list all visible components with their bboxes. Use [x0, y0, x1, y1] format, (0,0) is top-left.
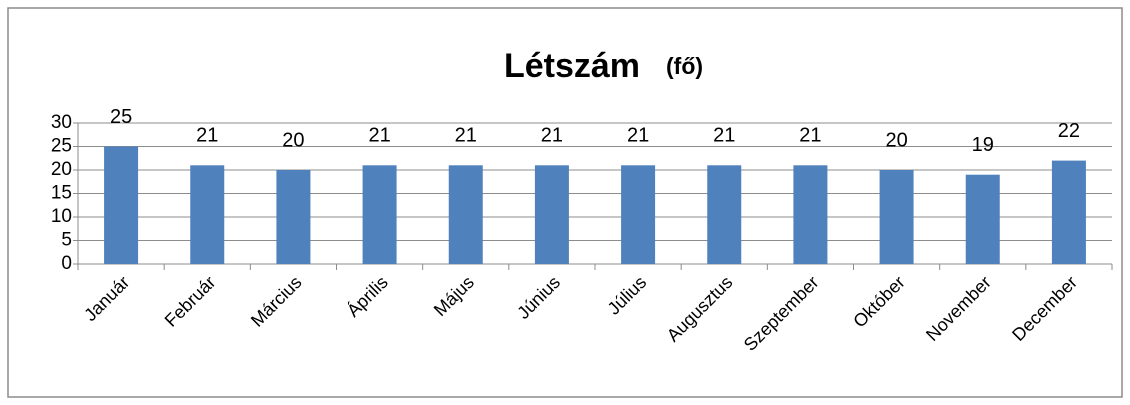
bar	[621, 165, 656, 264]
data-label: 21	[541, 125, 563, 147]
data-label: 19	[972, 134, 994, 156]
bar	[362, 165, 397, 264]
bar	[190, 165, 225, 264]
y-tick-label: 5	[61, 230, 72, 251]
chart-title: Létszám	[504, 47, 640, 85]
y-tick-label: 20	[51, 159, 72, 180]
y-tick-label: 15	[51, 183, 72, 204]
bar	[965, 174, 1000, 264]
data-label: 20	[282, 129, 304, 151]
y-tick-label: 0	[61, 253, 72, 274]
chart-title-unit: (fő)	[666, 53, 703, 79]
data-label: 20	[885, 129, 907, 151]
data-label: 21	[196, 125, 218, 147]
bar	[793, 165, 828, 264]
data-label: 25	[110, 106, 132, 128]
bar	[104, 146, 139, 264]
bar	[448, 165, 483, 264]
data-label: 22	[1058, 120, 1080, 142]
data-label: 21	[455, 125, 477, 147]
bar	[534, 165, 569, 264]
data-label: 21	[799, 125, 821, 147]
bar	[707, 165, 742, 264]
data-label: 21	[627, 125, 649, 147]
data-label: 21	[368, 125, 390, 147]
y-tick-label: 10	[51, 206, 72, 227]
y-tick-label: 25	[51, 136, 72, 157]
bar	[1051, 160, 1086, 264]
data-label: 21	[713, 125, 735, 147]
bar	[879, 170, 914, 264]
bar	[276, 170, 311, 264]
y-tick-label: 30	[51, 112, 72, 133]
